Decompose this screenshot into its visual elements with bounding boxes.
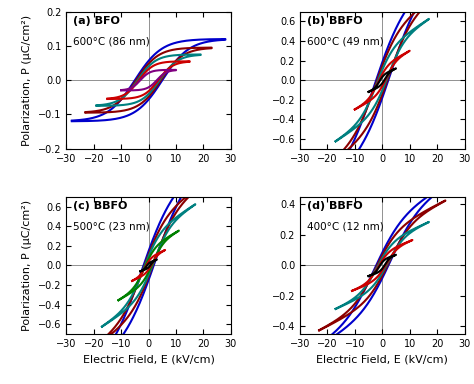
Text: 500°C (23 nm): 500°C (23 nm) (73, 222, 150, 232)
X-axis label: Electric Field, E (kV/cm): Electric Field, E (kV/cm) (316, 354, 448, 364)
Text: (c) BBFO: (c) BBFO (73, 201, 128, 211)
Text: 400°C (12 nm): 400°C (12 nm) (307, 222, 383, 232)
Text: 600°C (49 nm): 600°C (49 nm) (307, 36, 383, 46)
X-axis label: Electric Field, E (kV/cm): Electric Field, E (kV/cm) (82, 354, 215, 364)
Text: (a) BFO: (a) BFO (73, 16, 120, 26)
Text: (b) BBFO: (b) BBFO (307, 16, 362, 26)
Y-axis label: Polarization, P (μC/cm²): Polarization, P (μC/cm²) (22, 200, 32, 331)
Text: 600°C (86 nm): 600°C (86 nm) (73, 36, 150, 46)
Text: (d) BBFO: (d) BBFO (307, 201, 362, 211)
Y-axis label: Polarization, P (μC/cm²): Polarization, P (μC/cm²) (22, 15, 32, 146)
